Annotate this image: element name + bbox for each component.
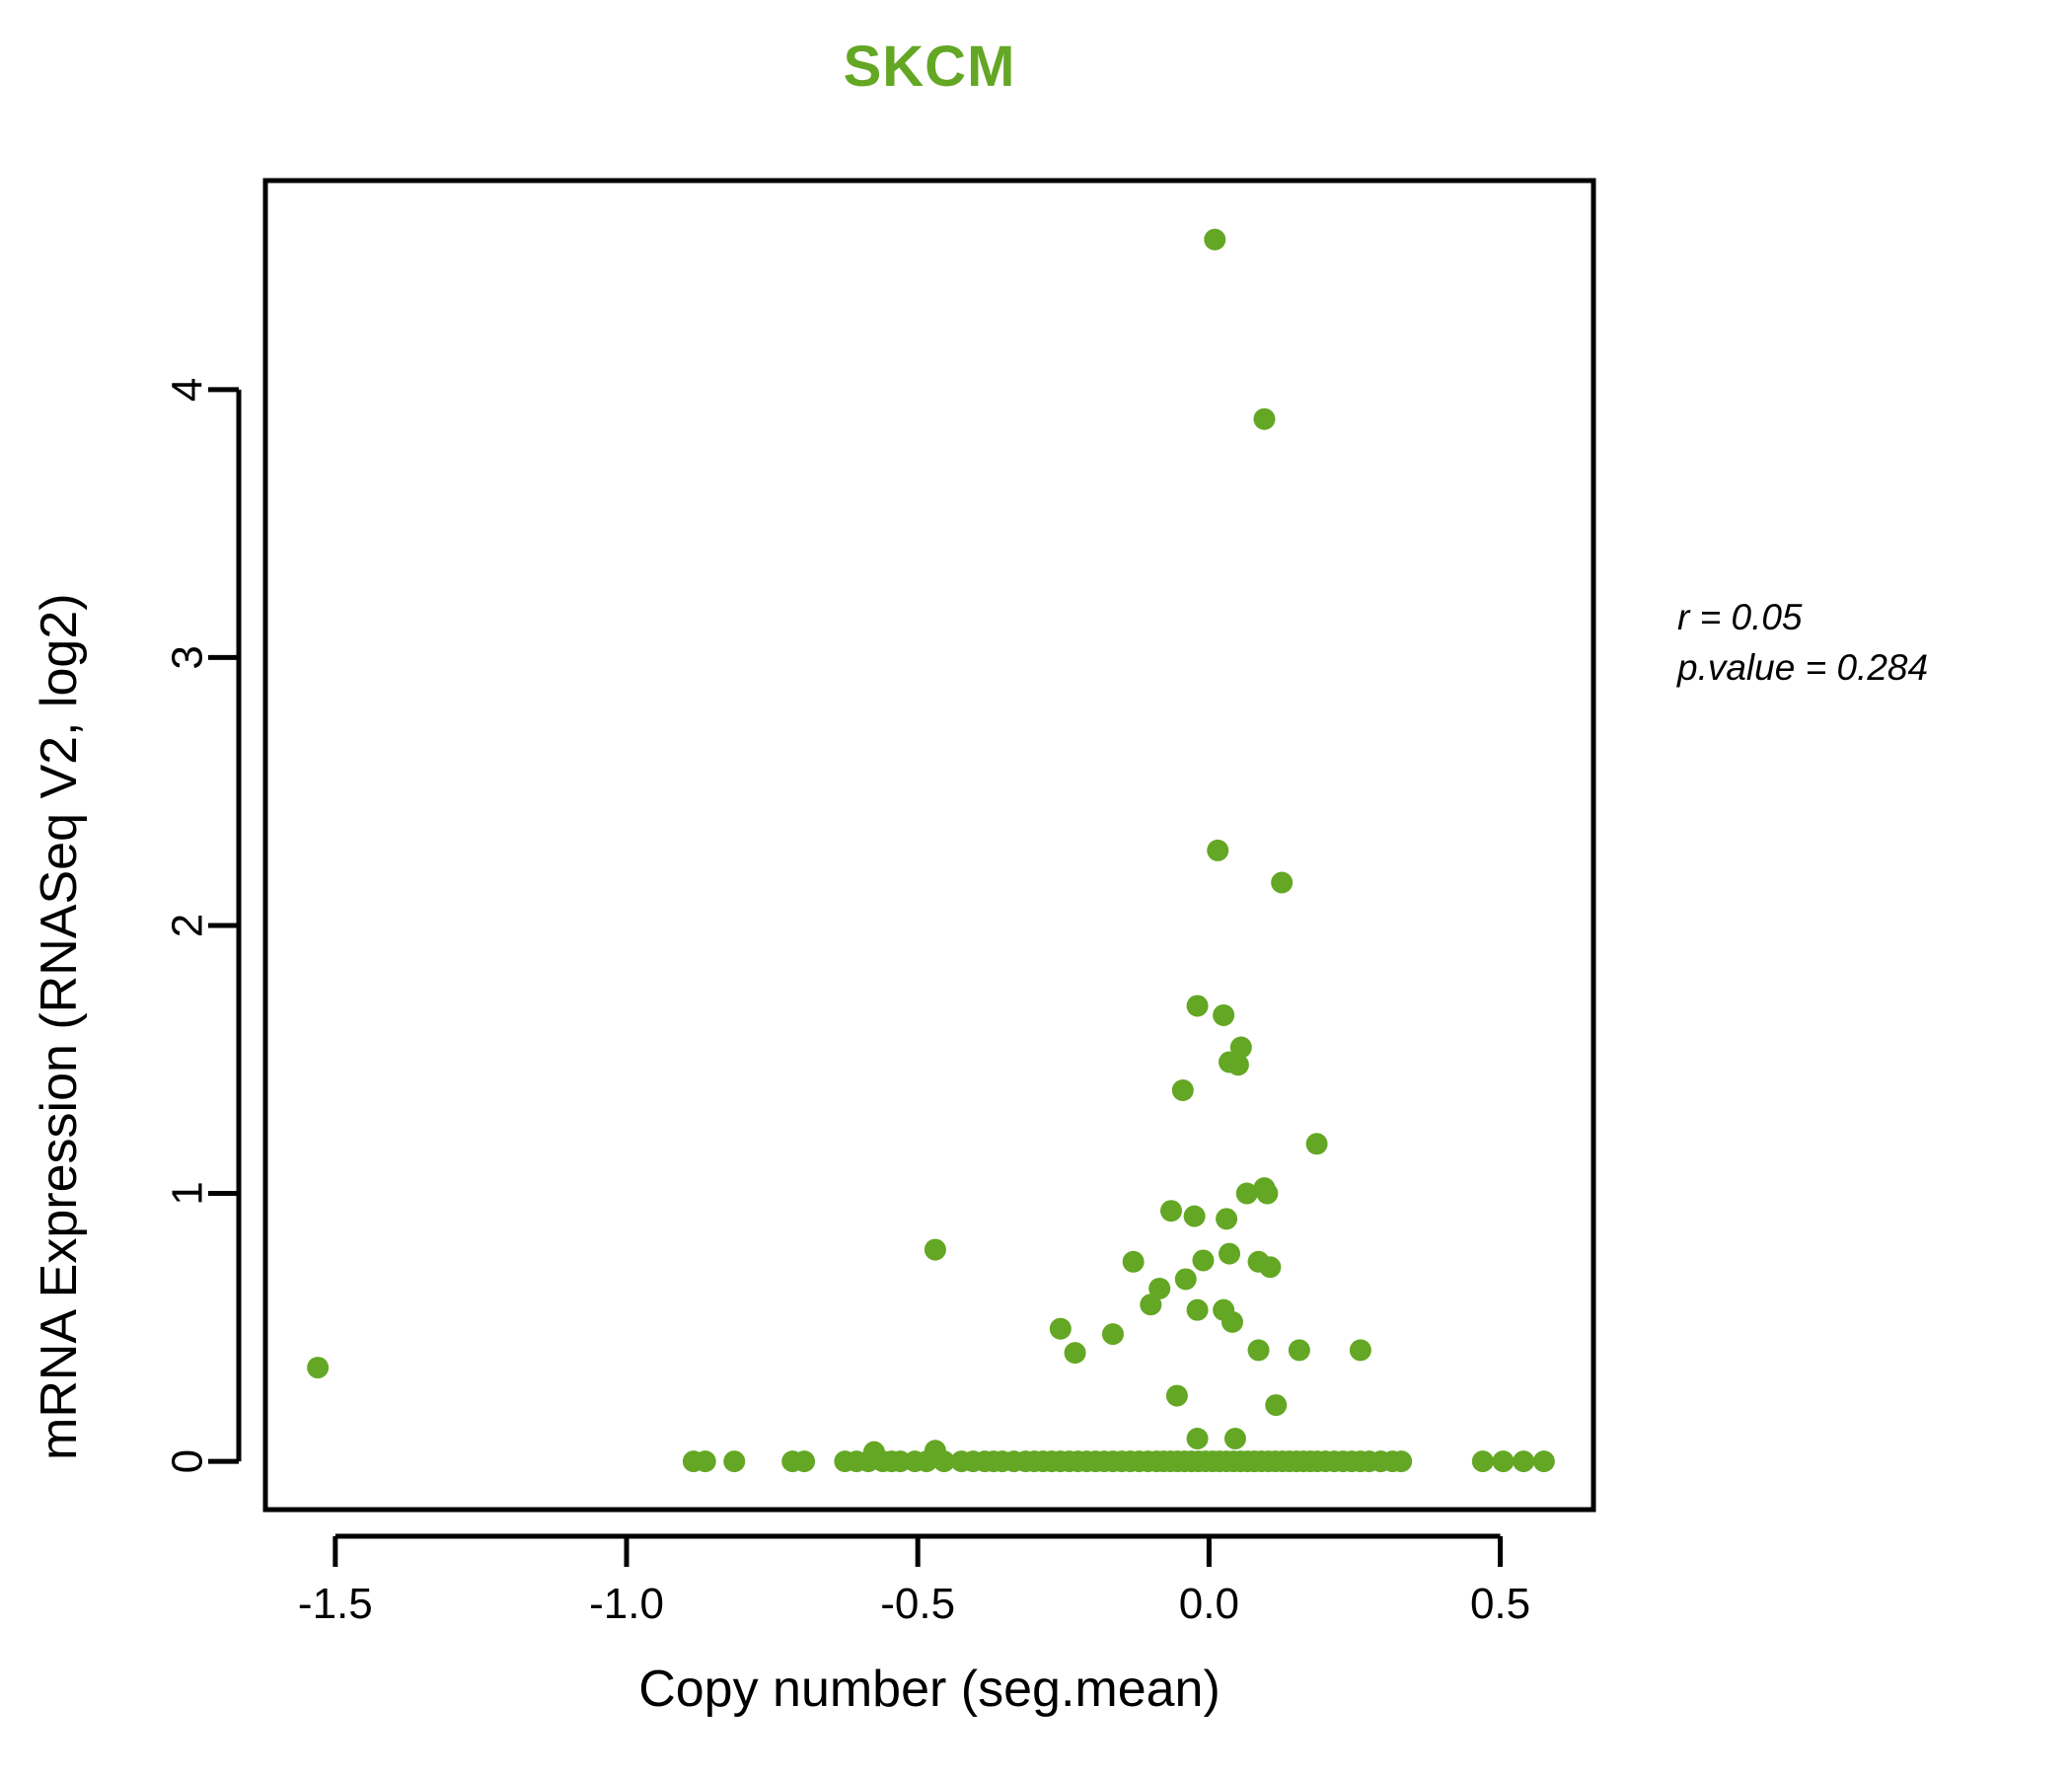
data-point [1174, 1268, 1197, 1291]
data-point [1165, 1384, 1188, 1407]
correlation-value: r = 0.05 [1677, 597, 1803, 637]
data-point [1513, 1450, 1535, 1473]
data-point [1064, 1342, 1086, 1365]
data-point [1265, 1394, 1288, 1417]
data-point [793, 1450, 816, 1473]
data-point [1259, 1256, 1282, 1279]
y-tick-label: 0 [164, 1449, 212, 1473]
pvalue-value: p.value = 0.284 [1677, 647, 1929, 689]
data-point [1140, 1294, 1162, 1316]
data-point [1390, 1450, 1413, 1473]
data-point [1492, 1450, 1515, 1473]
y-axis-label: mRNA Expression (RNASeq V2, log2) [31, 593, 88, 1460]
x-tick-label: 0.5 [1470, 1580, 1530, 1628]
data-point [932, 1450, 955, 1473]
data-point [1049, 1317, 1072, 1340]
data-point [723, 1450, 746, 1473]
data-point [1159, 1200, 1182, 1222]
x-axis: -1.5 -1.0 -0.5 0.0 0.5 [298, 1533, 1530, 1628]
data-point [1532, 1450, 1555, 1473]
data-point [1213, 1003, 1235, 1026]
data-point [1305, 1133, 1328, 1155]
page-title: SKCM [843, 35, 1016, 99]
data-point [924, 1238, 946, 1261]
data-point [1256, 1182, 1279, 1205]
data-point [1122, 1250, 1145, 1273]
data-point [1101, 1323, 1124, 1346]
data-point [694, 1450, 716, 1473]
y-axis: 0 1 2 3 4 [164, 378, 242, 1473]
x-tick-label: -1.0 [589, 1580, 664, 1628]
y-tick-label: 1 [164, 1181, 212, 1205]
data-points [307, 228, 1555, 1473]
y-tick-label: 2 [164, 914, 212, 937]
y-tick-label: 4 [164, 378, 212, 402]
plot-border [262, 178, 1596, 1513]
data-point [307, 1357, 330, 1379]
data-point [1207, 839, 1229, 861]
data-point [1271, 871, 1294, 894]
data-point [1204, 228, 1226, 251]
y-tick-label: 3 [164, 645, 212, 669]
x-tick-label: -0.5 [880, 1580, 955, 1628]
data-point [1192, 1249, 1215, 1272]
data-point [1171, 1078, 1194, 1101]
data-point [1216, 1208, 1238, 1230]
data-point [1219, 1242, 1241, 1265]
data-point [1221, 1310, 1243, 1333]
data-point [1247, 1339, 1270, 1362]
stats-annotation: r = 0.05 p.value = 0.284 [1677, 592, 1928, 693]
data-point [1223, 1428, 1246, 1450]
data-point [1253, 407, 1276, 430]
data-point [1349, 1339, 1371, 1362]
data-point [1186, 1428, 1209, 1450]
data-point [1186, 995, 1209, 1017]
x-tick-label: -1.5 [298, 1580, 373, 1628]
x-axis-label: Copy number (seg.mean) [638, 1661, 1221, 1718]
x-tick-label: 0.0 [1179, 1580, 1239, 1628]
plot-frame [262, 178, 1596, 1513]
data-point [1226, 1054, 1249, 1076]
data-point [1148, 1277, 1171, 1299]
data-point [1235, 1182, 1258, 1205]
data-point [1183, 1205, 1206, 1227]
data-point [1288, 1339, 1310, 1362]
data-point [1471, 1450, 1494, 1473]
data-point [1229, 1036, 1252, 1059]
data-point [1186, 1298, 1209, 1321]
